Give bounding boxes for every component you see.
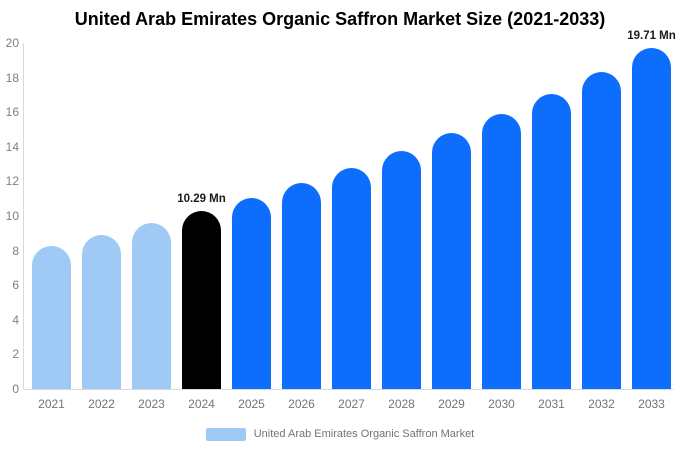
y-tick-label-4: 4 bbox=[12, 312, 19, 327]
y-tick-label-8: 8 bbox=[12, 243, 19, 258]
legend: United Arab Emirates Organic Saffron Mar… bbox=[0, 424, 680, 444]
value-label-2033: 19.71 Mn bbox=[627, 30, 676, 43]
y-tick-label-18: 18 bbox=[5, 70, 19, 85]
bar-2023 bbox=[132, 223, 171, 389]
x-axis-label-2021: 2021 bbox=[38, 397, 65, 411]
bar-2029 bbox=[432, 133, 471, 389]
y-tick-label-2: 2 bbox=[12, 347, 19, 362]
x-axis-label-2028: 2028 bbox=[388, 397, 415, 411]
bar-2022 bbox=[82, 234, 121, 389]
legend-swatch bbox=[205, 427, 246, 441]
x-axis-line bbox=[23, 389, 673, 390]
y-tick-label-16: 16 bbox=[5, 105, 19, 120]
x-axis-label-2030: 2030 bbox=[488, 397, 515, 411]
y-tick-label-14: 14 bbox=[5, 139, 19, 154]
x-axis-label-2026: 2026 bbox=[288, 397, 315, 411]
bar-2030 bbox=[482, 114, 521, 389]
bar-2031 bbox=[532, 93, 571, 389]
x-axis-label-2031: 2031 bbox=[538, 397, 565, 411]
x-axis-label-2024: 2024 bbox=[188, 397, 215, 411]
bar-2028 bbox=[382, 151, 421, 389]
y-tick-label-0: 0 bbox=[12, 382, 19, 396]
bar-2027 bbox=[332, 167, 371, 389]
x-axis-label-2023: 2023 bbox=[138, 397, 165, 411]
bar-2032 bbox=[582, 71, 621, 389]
x-axis-label-2022: 2022 bbox=[88, 397, 115, 411]
x-axis-label-2032: 2032 bbox=[588, 397, 615, 411]
bar-2024 bbox=[182, 210, 221, 389]
bar-2033 bbox=[632, 48, 671, 389]
chart-title: United Arab Emirates Organic Saffron Mar… bbox=[74, 9, 606, 29]
bar-2025 bbox=[232, 197, 271, 389]
legend-label: United Arab Emirates Organic Saffron Mar… bbox=[253, 428, 475, 440]
value-label-2024: 10.29 Mn bbox=[177, 192, 226, 205]
y-tick-label-6: 6 bbox=[12, 278, 19, 293]
x-axis-label-2033: 2033 bbox=[638, 397, 665, 411]
y-tick-label-10: 10 bbox=[5, 209, 19, 223]
x-axis-label-2029: 2029 bbox=[438, 397, 465, 411]
x-axis-label-2027: 2027 bbox=[338, 397, 365, 411]
y-tick-label-20: 20 bbox=[5, 36, 19, 50]
y-tick-label-12: 12 bbox=[5, 174, 19, 189]
bar-2021 bbox=[32, 245, 71, 389]
x-axis-label-2025: 2025 bbox=[238, 397, 265, 411]
y-axis-line bbox=[23, 43, 24, 389]
bar-2026 bbox=[282, 183, 321, 389]
